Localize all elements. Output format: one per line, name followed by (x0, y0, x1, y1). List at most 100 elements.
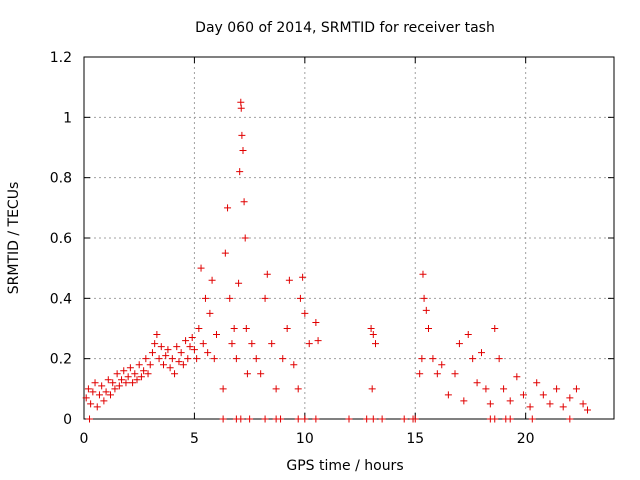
data-point (579, 400, 587, 408)
data-point (460, 397, 468, 405)
data-point (252, 355, 260, 363)
data-point (559, 403, 567, 411)
data-point (425, 325, 432, 332)
data-point (157, 343, 165, 351)
x-tick-label: 20 (517, 431, 535, 447)
data-point (228, 340, 236, 348)
data-point (135, 361, 143, 369)
data-point (182, 337, 190, 345)
data-point (464, 331, 472, 339)
data-point (277, 415, 285, 423)
data-point (243, 370, 251, 378)
y-tick-label: 1 (63, 110, 72, 126)
data-point (95, 391, 103, 399)
data-point (294, 385, 302, 393)
y-tick-label: 0 (63, 412, 72, 428)
data-point (171, 370, 179, 378)
y-tick-label: 0.6 (50, 231, 72, 247)
data-point (422, 306, 430, 314)
data-point (186, 343, 194, 351)
data-point (193, 355, 201, 363)
data-point (120, 367, 128, 375)
data-point (177, 349, 185, 357)
data-point (240, 198, 248, 206)
data-point (301, 309, 309, 317)
data-point (363, 415, 371, 423)
data-point (111, 385, 119, 393)
data-point (115, 382, 123, 390)
data-point (219, 415, 227, 423)
data-point (478, 349, 485, 357)
data-point (506, 415, 514, 423)
data-point (566, 415, 574, 423)
data-point (263, 270, 271, 278)
data-point (368, 385, 376, 393)
data-point (372, 340, 379, 348)
data-point (224, 204, 232, 212)
data-point (312, 415, 320, 423)
data-point (526, 403, 534, 411)
data-point (400, 415, 408, 423)
data-point (104, 376, 112, 384)
data-point (539, 391, 547, 399)
x-tick-label: 5 (190, 431, 199, 447)
data-point (129, 379, 137, 387)
data-point (296, 294, 304, 302)
data-point (314, 337, 322, 345)
data-point (248, 340, 256, 348)
data-point (378, 415, 386, 423)
y-tick-label: 0.2 (50, 352, 72, 368)
data-point (118, 376, 126, 384)
data-point (137, 373, 145, 381)
data-point (226, 294, 234, 302)
data-point (153, 331, 161, 339)
x-axis-tick-labels: 0 5 10 15 20 (80, 431, 535, 447)
data-point (144, 370, 152, 378)
data-point (268, 340, 276, 348)
data-point (491, 325, 499, 332)
data-point (546, 400, 554, 408)
data-point (301, 415, 309, 423)
data-point (82, 394, 90, 402)
data-point (246, 415, 254, 423)
data-point (312, 318, 320, 326)
y-tick-label: 0.4 (50, 291, 72, 307)
data-point (238, 131, 246, 139)
data-point (369, 331, 377, 339)
data-point (131, 370, 139, 378)
data-point (418, 355, 426, 363)
data-point (122, 379, 130, 387)
data-point (142, 355, 150, 363)
axis-ticks (83, 56, 614, 420)
data-point (533, 379, 541, 387)
data-point (86, 415, 94, 423)
data-point (151, 340, 159, 348)
data-point (124, 373, 132, 381)
x-tick-label: 15 (406, 431, 424, 447)
data-point (486, 400, 494, 408)
data-point (201, 294, 209, 302)
data-point (184, 355, 192, 363)
data-point (261, 294, 269, 302)
data-point (290, 361, 298, 369)
data-point (519, 391, 527, 399)
data-point (232, 355, 240, 363)
data-point (242, 325, 250, 332)
data-point (305, 340, 313, 348)
data-point (433, 370, 441, 378)
x-tick-label: 10 (296, 431, 314, 447)
data-point (419, 270, 427, 278)
data-point (500, 385, 508, 393)
data-point (491, 415, 499, 423)
data-point (195, 325, 203, 332)
data-point (369, 415, 377, 423)
data-point (513, 373, 521, 381)
data-point (272, 385, 280, 393)
data-point (206, 309, 214, 317)
data-point (241, 234, 249, 242)
data-point (482, 385, 490, 393)
data-point (235, 279, 243, 287)
data-point (213, 331, 220, 339)
data-point (133, 376, 141, 384)
